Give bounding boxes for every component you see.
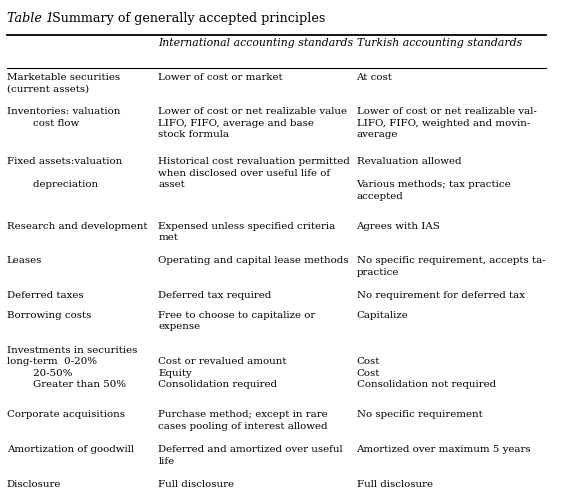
Text: Capitalize: Capitalize	[357, 311, 408, 320]
Text: Marketable securities
(current assets): Marketable securities (current assets)	[7, 73, 120, 93]
Text: No specific requirement, accepts ta-
practice: No specific requirement, accepts ta- pra…	[357, 256, 545, 277]
Text: Lower of cost or net realizable val-
LIFO, FIFO, weighted and movin-
average: Lower of cost or net realizable val- LIF…	[357, 108, 537, 139]
Text: Operating and capital lease methods: Operating and capital lease methods	[158, 256, 349, 266]
Text: Expensed unless specified criteria
met: Expensed unless specified criteria met	[158, 222, 336, 242]
Text: Inventories: valuation
        cost flow: Inventories: valuation cost flow	[7, 108, 120, 128]
Text: Deferred and amortized over useful
life: Deferred and amortized over useful life	[158, 445, 343, 465]
Text: Agrees with IAS: Agrees with IAS	[357, 222, 441, 231]
Text: No specific requirement: No specific requirement	[357, 410, 482, 419]
Text: At cost: At cost	[357, 73, 392, 82]
Text: Free to choose to capitalize or
expense: Free to choose to capitalize or expense	[158, 311, 315, 331]
Text: Leases: Leases	[7, 256, 42, 266]
Text: Amortization of goodwill: Amortization of goodwill	[7, 445, 134, 454]
Text: Full disclosure: Full disclosure	[357, 480, 432, 489]
Text: Research and development: Research and development	[7, 222, 147, 231]
Text: Full disclosure: Full disclosure	[158, 480, 235, 489]
Text: Deferred taxes: Deferred taxes	[7, 291, 84, 300]
Text: Fixed assets:valuation

        depreciation: Fixed assets:valuation depreciation	[7, 157, 122, 189]
Text: Lower of cost or net realizable value
LIFO, FIFO, average and base
stock formula: Lower of cost or net realizable value LI…	[158, 108, 347, 139]
Text: Turkish accounting standards: Turkish accounting standards	[357, 38, 522, 48]
Text: Purchase method; except in rare
cases pooling of interest allowed: Purchase method; except in rare cases po…	[158, 410, 328, 431]
Text: Lower of cost or market: Lower of cost or market	[158, 73, 283, 82]
Text: Investments in securities
long-term  0-20%
        20-50%
        Greater than 5: Investments in securities long-term 0-20…	[7, 346, 137, 389]
Text: Deferred tax required: Deferred tax required	[158, 291, 272, 300]
Text: International accounting standards: International accounting standards	[158, 38, 353, 48]
Text: Historical cost revaluation permitted
when disclosed over useful life of
asset: Historical cost revaluation permitted wh…	[158, 157, 350, 189]
Text: Cost
Cost
Consolidation not required: Cost Cost Consolidation not required	[357, 346, 496, 389]
Text: Amortized over maximum 5 years: Amortized over maximum 5 years	[357, 445, 531, 454]
Text: Cost or revalued amount
Equity
Consolidation required: Cost or revalued amount Equity Consolida…	[158, 346, 287, 389]
Text: Table 1: Table 1	[7, 12, 54, 25]
Text: Disclosure: Disclosure	[7, 480, 61, 489]
Text: Summary of generally accepted principles: Summary of generally accepted principles	[44, 12, 326, 25]
Text: No requirement for deferred tax: No requirement for deferred tax	[357, 291, 524, 300]
Text: Revaluation allowed

Various methods; tax practice
accepted: Revaluation allowed Various methods; tax…	[357, 157, 511, 200]
Text: Borrowing costs: Borrowing costs	[7, 311, 91, 320]
Text: Corporate acquisitions: Corporate acquisitions	[7, 410, 125, 419]
